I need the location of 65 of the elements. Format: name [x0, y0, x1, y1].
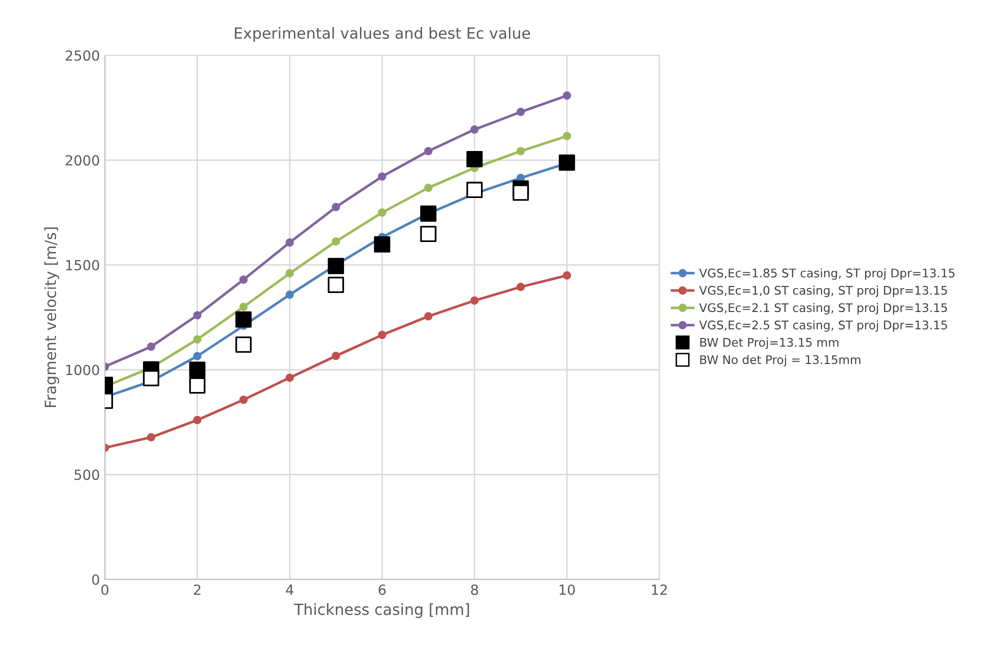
point	[193, 311, 202, 320]
point	[470, 125, 479, 134]
legend-label: VGS,Ec=2.1 ST casing, ST proj Dpr=13.15	[699, 302, 947, 314]
x-tick-label: 0	[101, 584, 108, 595]
point	[239, 302, 248, 312]
legend-label: BW Det Proj=13.15 mm	[700, 338, 838, 350]
legend-label: BW No det Proj = 13.15mm	[700, 354, 860, 366]
point	[239, 275, 248, 284]
x-tick-label: 6	[378, 584, 386, 595]
legend-label: VGS,Ec=1.85 ST casing, ST proj Dpr=13.15	[699, 268, 954, 280]
point	[378, 330, 386, 340]
point	[235, 311, 252, 328]
point	[562, 271, 572, 280]
point	[193, 352, 202, 360]
point	[193, 335, 202, 344]
point	[239, 396, 248, 404]
point	[420, 205, 436, 222]
y-axis-title: Fragment velocity [m/s]	[44, 228, 60, 408]
point	[470, 296, 479, 305]
legend-label: VGS,Ec=2.5 ST casing, ST proj Dpr=13.15	[699, 320, 947, 332]
point	[328, 276, 344, 293]
point	[286, 238, 294, 247]
chart-title: Experimental values and best Ec value	[234, 27, 530, 42]
point	[512, 184, 529, 201]
point	[193, 416, 202, 424]
point	[378, 172, 386, 181]
point	[424, 146, 432, 156]
x-axis-title: Thickness casing [mm]	[294, 603, 469, 618]
x-tick-label: 2	[194, 584, 200, 595]
x-tick-label: 4	[286, 584, 294, 595]
point	[424, 312, 432, 320]
point	[189, 362, 206, 378]
x-tick-label: 12	[652, 584, 667, 595]
point	[378, 208, 386, 217]
point	[328, 258, 344, 274]
y-tick-label: 0	[92, 574, 100, 585]
y-tick-label: 1500	[66, 260, 100, 270]
point	[562, 132, 572, 140]
point	[516, 146, 525, 156]
y-tick-label: 500	[74, 470, 100, 480]
point	[142, 370, 160, 386]
point	[558, 154, 576, 171]
point	[146, 433, 156, 442]
point	[562, 91, 572, 100]
point	[332, 352, 340, 360]
legend-label: VGS,Ec=1,0 ST casing, ST proj Dpr=13.15	[699, 286, 947, 298]
x-tick-label: 8	[471, 584, 478, 595]
point	[374, 236, 390, 253]
point	[189, 377, 206, 394]
point	[146, 342, 156, 351]
y-tick-label: 1000	[66, 364, 100, 376]
point	[235, 336, 252, 353]
point	[332, 202, 340, 212]
point	[286, 374, 294, 382]
point	[286, 269, 294, 278]
point	[466, 182, 483, 198]
point	[516, 108, 525, 116]
y-tick-label: 2000	[66, 155, 100, 166]
point	[516, 282, 525, 292]
point	[466, 150, 483, 168]
y-tick-label: 2500	[66, 50, 100, 61]
x-tick-label: 10	[560, 584, 575, 595]
point	[286, 290, 294, 299]
point	[332, 237, 340, 246]
point	[424, 184, 432, 192]
